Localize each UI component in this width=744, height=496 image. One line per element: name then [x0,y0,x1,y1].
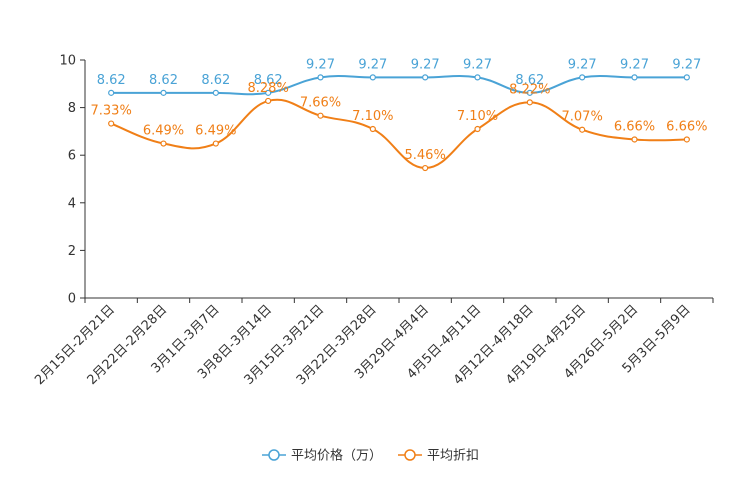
legend-label: 平均价格（万） [291,448,382,464]
data-label: 6.49% [143,124,184,139]
data-point[interactable] [632,137,637,142]
data-label: 7.33% [91,104,132,119]
axes: 02468102月15日-2月21日2月22日-2月28日3月1日-3月7日3月… [32,54,713,389]
data-label: 9.27 [411,57,440,72]
data-point[interactable] [632,75,637,80]
legend-item-1[interactable]: 平均价格（万） [262,448,382,464]
data-label: 8.22% [509,82,550,97]
y-tick-label: 8 [68,101,76,116]
data-point[interactable] [213,90,218,95]
legend[interactable]: 平均价格（万） 平均折扣 [262,448,479,464]
data-point[interactable] [370,75,375,80]
data-point[interactable] [109,90,114,95]
data-point[interactable] [684,75,689,80]
legend-marker-icon [269,450,279,460]
data-label: 7.10% [457,109,498,124]
data-point[interactable] [580,75,585,80]
data-label: 8.62 [201,73,230,88]
legend-marker-icon [405,450,415,460]
series-line [111,76,687,94]
data-label: 8.62 [149,73,178,88]
data-point[interactable] [109,121,114,126]
data-label: 8.28% [248,81,289,96]
data-label: 9.27 [463,57,492,72]
y-tick-label: 2 [68,244,76,259]
series-layer: 8.62 8.62 8.62 8.629.27 9.27 9.27 9.278.629.27… [91,57,708,170]
data-point[interactable] [370,127,375,132]
series-1: 8.62 8.62 8.62 8.629.27 9.27 9.27 9.278.629.27… [97,57,702,95]
y-tick-label: 10 [59,54,76,69]
data-label: 6.66% [666,119,707,134]
data-point[interactable] [266,98,271,103]
data-point[interactable] [423,75,428,80]
series-2: 7.33% 6.49% 6.49% 8.28% 7.66% 7.10% 5.46% 7.10%… [91,81,708,171]
data-point[interactable] [161,141,166,146]
data-label: 9.27 [306,57,335,72]
data-point[interactable] [475,75,480,80]
data-point[interactable] [684,137,689,142]
data-label: 5.46% [405,148,446,163]
data-point[interactable] [580,127,585,132]
line-chart: 02468102月15日-2月21日2月22日-2月28日3月1日-3月7日3月… [0,0,744,496]
data-label: 7.07% [562,110,603,125]
data-label: 8.62 [97,73,126,88]
data-point[interactable] [527,100,532,105]
data-point[interactable] [475,127,480,132]
data-point[interactable] [318,75,323,80]
data-point[interactable] [318,113,323,118]
data-point[interactable] [213,141,218,146]
y-tick-label: 6 [68,149,76,164]
data-label: 9.27 [358,57,387,72]
data-label: 6.49% [195,124,236,139]
legend-item-2[interactable]: 平均折扣 [398,449,479,464]
data-label: 9.27 [568,57,597,72]
data-label: 9.27 [672,57,701,72]
data-label: 7.66% [300,96,341,111]
legend-label: 平均折扣 [427,449,479,464]
data-point[interactable] [423,166,428,171]
y-tick-label: 4 [68,196,76,211]
data-label: 7.10% [352,109,393,124]
data-label: 6.66% [614,119,655,134]
data-label: 9.27 [620,57,649,72]
y-tick-label: 0 [68,292,76,307]
data-point[interactable] [161,90,166,95]
